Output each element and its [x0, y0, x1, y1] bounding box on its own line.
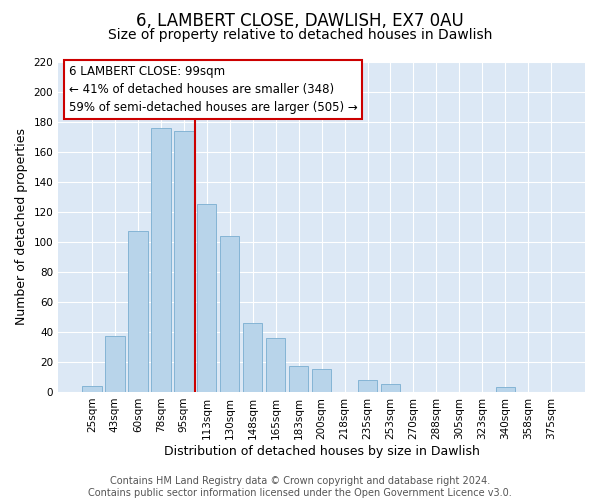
Bar — [151, 128, 170, 392]
Bar — [496, 388, 515, 392]
Bar — [82, 386, 101, 392]
Y-axis label: Number of detached properties: Number of detached properties — [15, 128, 28, 325]
Bar — [174, 130, 194, 392]
Bar — [243, 323, 262, 392]
Text: Contains HM Land Registry data © Crown copyright and database right 2024.
Contai: Contains HM Land Registry data © Crown c… — [88, 476, 512, 498]
Bar — [266, 338, 286, 392]
Bar — [220, 236, 239, 392]
Text: 6, LAMBERT CLOSE, DAWLISH, EX7 0AU: 6, LAMBERT CLOSE, DAWLISH, EX7 0AU — [136, 12, 464, 30]
Bar — [312, 370, 331, 392]
Bar — [105, 336, 125, 392]
X-axis label: Distribution of detached houses by size in Dawlish: Distribution of detached houses by size … — [164, 444, 479, 458]
Text: Size of property relative to detached houses in Dawlish: Size of property relative to detached ho… — [108, 28, 492, 42]
Bar — [197, 204, 217, 392]
Bar — [381, 384, 400, 392]
Bar — [289, 366, 308, 392]
Bar — [358, 380, 377, 392]
Text: 6 LAMBERT CLOSE: 99sqm
← 41% of detached houses are smaller (348)
59% of semi-de: 6 LAMBERT CLOSE: 99sqm ← 41% of detached… — [69, 65, 358, 114]
Bar — [128, 231, 148, 392]
